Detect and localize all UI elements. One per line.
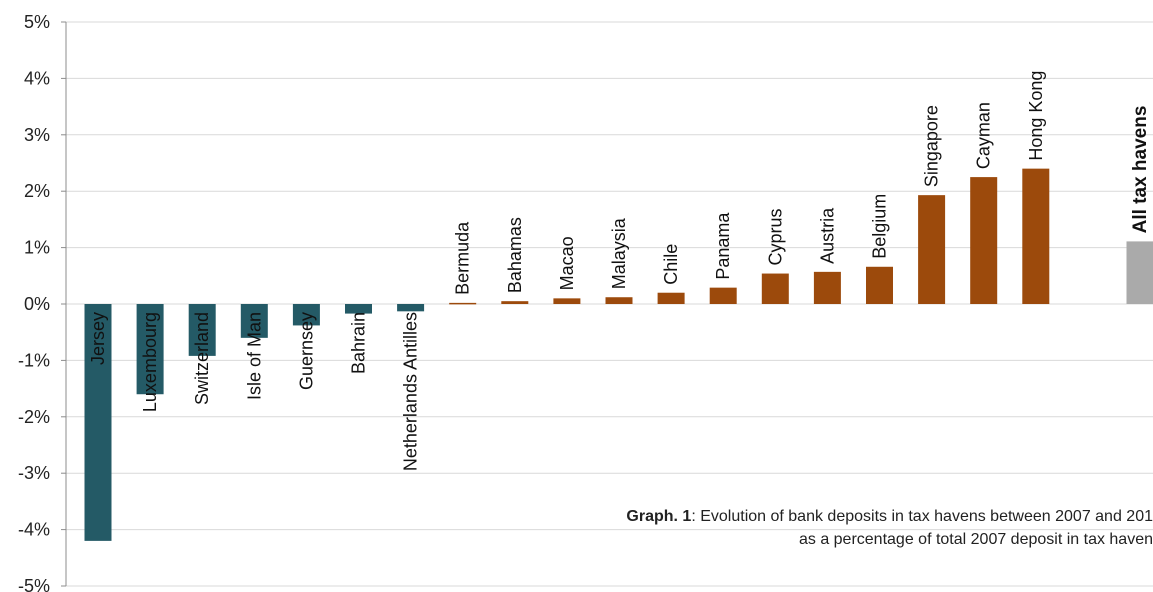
bar-cayman: [970, 177, 998, 304]
bar-switzerland: [188, 304, 216, 356]
bar-isle-of-man: [240, 304, 268, 338]
category-label: Luxembourg: [140, 312, 160, 412]
y-axis: 5% 4% 3% 2% 1% 0% -1% -2% -3% -4% -5%: [18, 12, 67, 592]
bar-hong-kong: [1022, 168, 1050, 304]
caption-line-1: Graph. 1: Evolution of bank deposits in …: [460, 505, 1153, 528]
category-label: Malaysia: [609, 217, 629, 289]
bar-belgium: [866, 266, 893, 304]
y-tick-label: 3%: [24, 125, 50, 145]
bar-singapore: [918, 195, 946, 304]
caption-label: Graph. 1: [626, 508, 692, 525]
bar-netherlands-antilles: [397, 304, 425, 312]
category-label: Bermuda: [453, 221, 473, 295]
category-label: Cayman: [974, 102, 994, 169]
bar-luxembourg: [136, 304, 164, 395]
bar-malaysia: [605, 297, 633, 304]
category-label: Chile: [661, 244, 681, 285]
bar-bahamas: [501, 301, 529, 304]
category-label: Cyprus: [765, 209, 785, 266]
bar-guernsey: [292, 304, 320, 326]
y-tick-label: -2%: [18, 407, 50, 427]
bars: [84, 168, 1153, 541]
chart-caption: Graph. 1: Evolution of bank deposits in …: [460, 505, 1153, 551]
category-label: Jersey: [88, 312, 108, 365]
category-label: Panama: [713, 212, 733, 280]
y-tick-label: -1%: [18, 350, 50, 370]
caption-line-2: as a percentage of total 2007 deposit in…: [798, 531, 1153, 548]
bar-jersey: [84, 304, 112, 541]
bar-cyprus: [761, 273, 789, 304]
caption-text-1: : Evolution of bank deposits in tax have…: [691, 508, 1153, 525]
category-label: Bahrain: [349, 312, 369, 374]
bar-austria: [813, 271, 841, 304]
y-tick-label: 4%: [24, 68, 50, 88]
y-tick-label: -4%: [18, 520, 50, 540]
bar-bermuda: [449, 302, 477, 305]
category-label: Hong Kong: [1026, 71, 1046, 161]
category-labels: Jersey Luxembourg Switzerland Isle of Man Gu…: [88, 71, 1151, 472]
bar-macao: [553, 298, 581, 304]
y-tick-label: -5%: [18, 576, 50, 592]
y-tick-label: 0%: [24, 294, 50, 314]
bar-panama: [709, 287, 737, 304]
category-label: Bahamas: [505, 217, 525, 293]
y-tick-label: -3%: [18, 463, 50, 483]
category-label: Netherlands Antilles: [401, 312, 421, 471]
category-label: Isle of Man: [244, 312, 264, 400]
bar-chile: [657, 292, 685, 304]
y-tick-label: 2%: [24, 181, 50, 201]
category-label: Macao: [557, 236, 577, 290]
y-tick-label: 5%: [24, 12, 50, 32]
category-label: Guernsey: [296, 312, 316, 390]
category-label: All tax havens: [1130, 106, 1151, 234]
category-label: Austria: [817, 207, 837, 264]
category-label: Belgium: [870, 194, 890, 259]
bar-all-tax-havens: [1126, 241, 1153, 304]
bar-bahrain: [345, 304, 372, 314]
category-label: Switzerland: [192, 312, 212, 405]
category-label: Singapore: [922, 105, 942, 187]
y-tick-label: 1%: [24, 238, 50, 258]
